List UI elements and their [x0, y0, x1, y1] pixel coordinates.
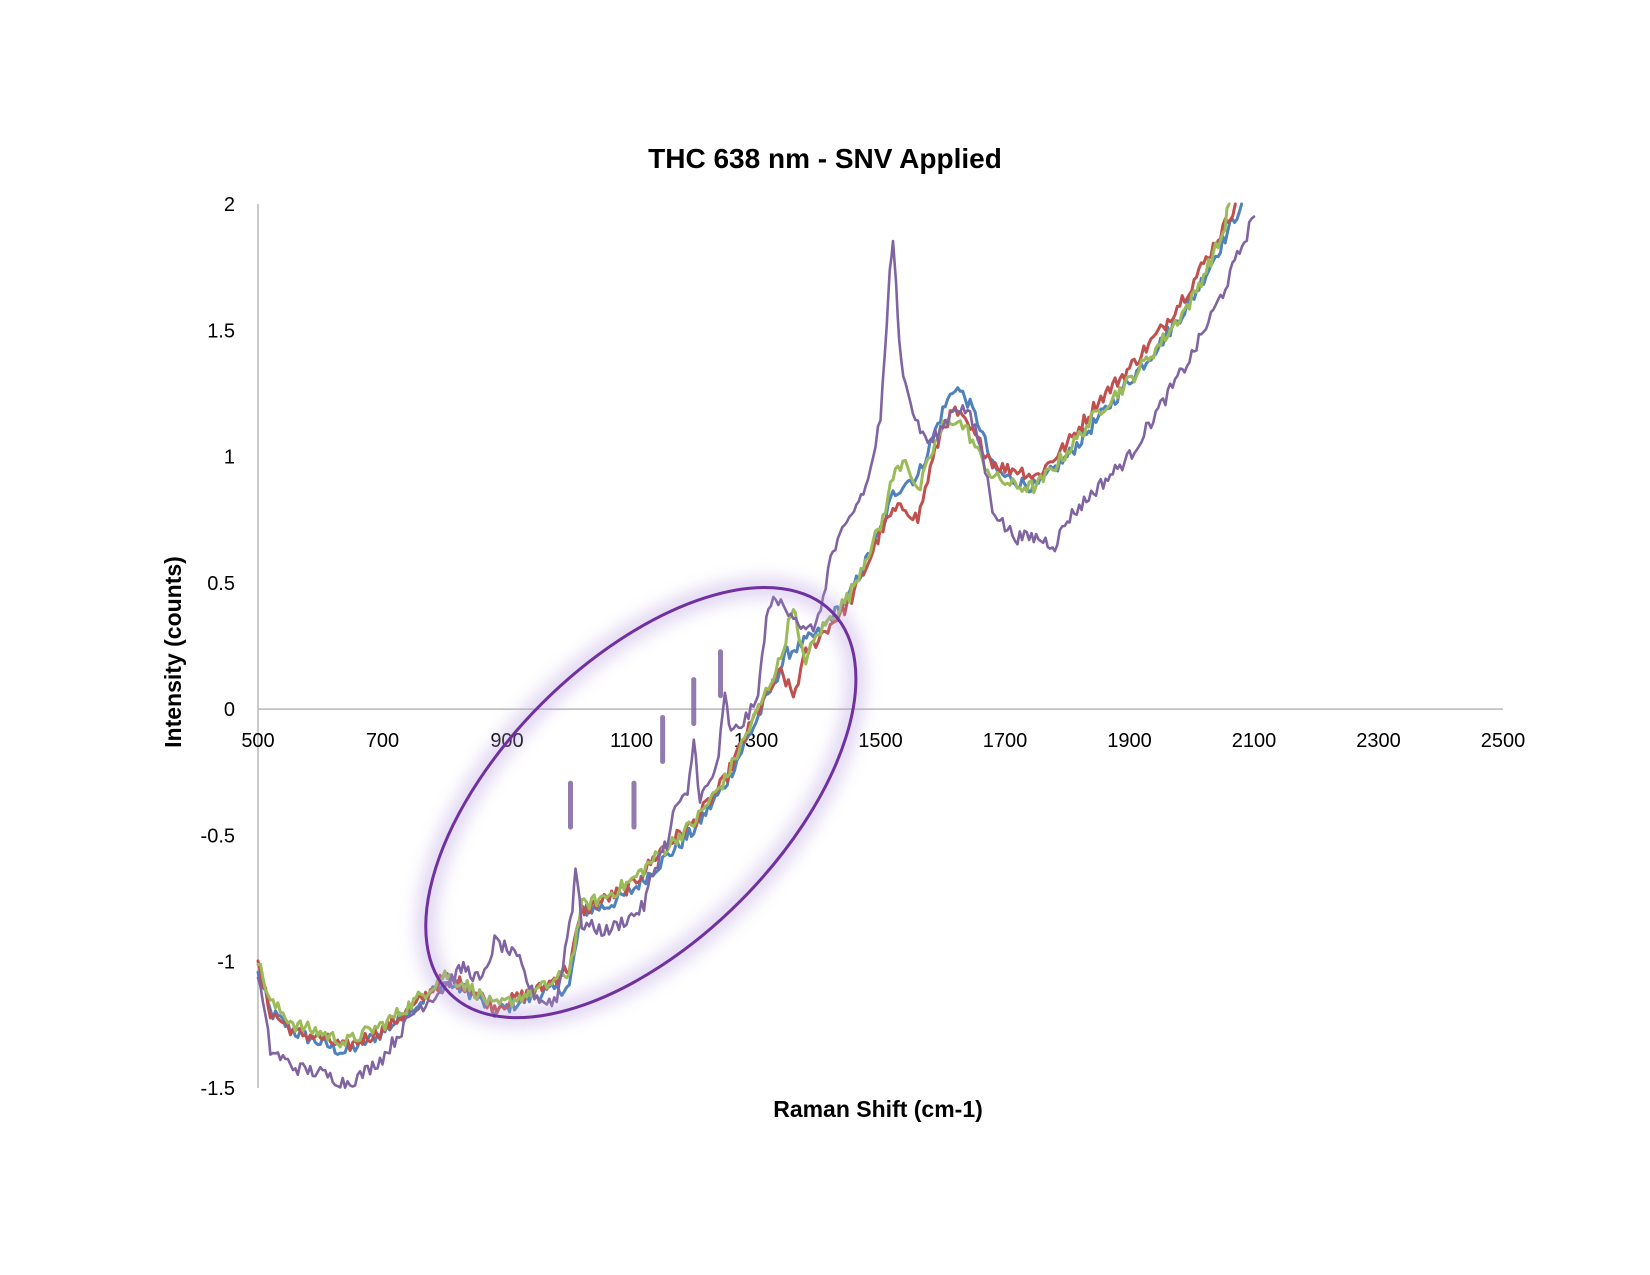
x-tick-label: 1900: [1107, 730, 1152, 752]
series-line-3: [256, 202, 1231, 1049]
x-tick-label: 500: [241, 730, 274, 752]
x-tick-label: 2300: [1356, 730, 1401, 752]
x-tick-label: 2500: [1481, 730, 1526, 752]
y-tick-label: 1: [224, 447, 235, 469]
y-axis-label: Intensity (counts): [160, 556, 186, 748]
y-tick-label: -1.5: [201, 1078, 235, 1100]
annotation-layer: [417, 579, 864, 1026]
axes: 500 700 900 1100 1300 1500 1700 1900 2100 2300 250…: [201, 194, 1526, 1100]
x-tick-label: 700: [366, 730, 399, 752]
series-layer: [256, 202, 1256, 1089]
x-tick-label: 1100: [610, 730, 653, 752]
x-axis-label: Raman Shift (cm-1): [773, 1096, 983, 1122]
x-tick-label: 1700: [983, 730, 1028, 752]
highlight-ellipse: [424, 586, 858, 1020]
y-tick-label: -1: [217, 952, 235, 974]
y-tick-label: 0.5: [207, 573, 235, 595]
y-tick-label: -0.5: [201, 825, 235, 847]
y-tick-label: 2: [224, 194, 235, 216]
series-line-1: [256, 202, 1244, 1056]
x-tick-label: 2100: [1232, 730, 1277, 752]
series-line-4: [256, 215, 1256, 1089]
y-tick-label: 0: [224, 699, 235, 721]
series-line-2: [256, 202, 1237, 1052]
y-tick-label: 1.5: [207, 320, 235, 342]
x-tick-label: 1500: [858, 730, 903, 752]
chart-title: THC 638 nm - SNV Applied: [648, 143, 1002, 174]
